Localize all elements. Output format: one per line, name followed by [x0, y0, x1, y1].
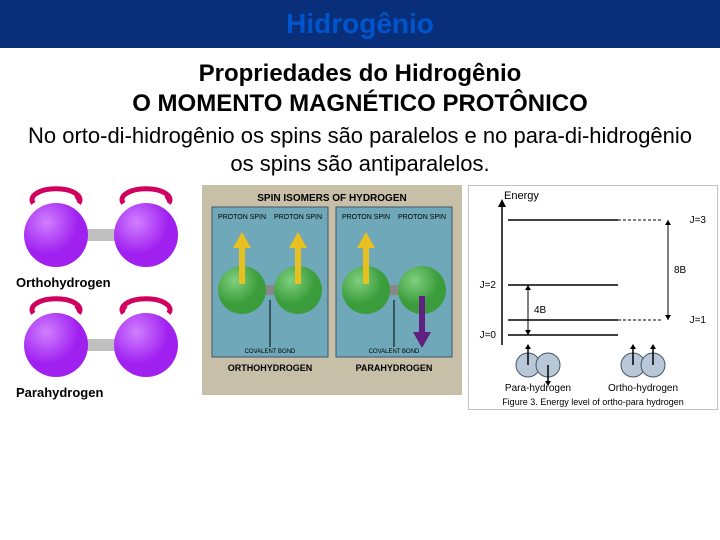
title-bar: Hidrogênio	[0, 0, 720, 48]
svg-text:PROTON SPIN: PROTON SPIN	[342, 214, 390, 221]
figures-row: Orthohydrogen Parahydrogen SPIN ISOMERS O…	[0, 185, 720, 415]
svg-text:4B: 4B	[534, 305, 547, 316]
svg-text:Figure 3. Energy level of orth: Figure 3. Energy level of ortho-para hyd…	[502, 397, 684, 407]
subtitle-1: Propriedades do Hidrogênio	[16, 60, 704, 88]
svg-text:PROTON SPIN: PROTON SPIN	[274, 214, 322, 221]
body-text: Propriedades do Hidrogênio O MOMENTO MAG…	[0, 48, 720, 185]
figure-spin-isomers: SPIN ISOMERS OF HYDROGEN PROTON SPIN PROTO…	[202, 185, 462, 395]
svg-text:PROTON SPIN: PROTON SPIN	[218, 214, 266, 221]
figure-ortho-para-spheres: Orthohydrogen Parahydrogen	[6, 185, 196, 415]
svg-text:PARAHYDROGEN: PARAHYDROGEN	[356, 363, 433, 373]
spin-isomers-svg: SPIN ISOMERS OF HYDROGEN PROTON SPIN PROTO…	[202, 185, 462, 395]
energy-levels-svg: Energy J=0 J=2 J=1 J=3 4B 8B Para-hydrogen Ortho…	[468, 185, 718, 410]
svg-text:Ortho-hydrogen: Ortho-hydrogen	[608, 383, 678, 394]
svg-text:J=1: J=1	[690, 315, 707, 326]
svg-text:Para-hydrogen: Para-hydrogen	[505, 383, 571, 394]
ortho-para-svg: Orthohydrogen Parahydrogen	[6, 185, 196, 415]
svg-text:J=3: J=3	[690, 215, 707, 226]
subtitle-2: O MOMENTO MAGNÉTICO PROTÔNICO	[16, 90, 704, 118]
svg-text:8B: 8B	[674, 265, 687, 276]
svg-text:Parahydrogen: Parahydrogen	[16, 385, 103, 400]
svg-text:ORTHOHYDROGEN: ORTHOHYDROGEN	[228, 363, 313, 373]
svg-text:SPIN ISOMERS OF HYDROGEN: SPIN ISOMERS OF HYDROGEN	[257, 193, 406, 204]
page-title: Hidrogênio	[0, 8, 720, 40]
svg-text:COVALENT BOND: COVALENT BOND	[245, 349, 296, 355]
svg-text:Orthohydrogen: Orthohydrogen	[16, 275, 111, 290]
svg-text:PROTON SPIN: PROTON SPIN	[398, 214, 446, 221]
svg-text:J=2: J=2	[480, 280, 497, 291]
svg-text:Energy: Energy	[504, 190, 539, 202]
svg-text:J=0: J=0	[480, 330, 497, 341]
figure-energy-levels: Energy J=0 J=2 J=1 J=3 4B 8B Para-hydrogen Ortho…	[468, 185, 718, 410]
description: No orto-di-hidrogênio os spins são paral…	[16, 122, 704, 177]
svg-text:COVALENT BOND: COVALENT BOND	[369, 349, 420, 355]
